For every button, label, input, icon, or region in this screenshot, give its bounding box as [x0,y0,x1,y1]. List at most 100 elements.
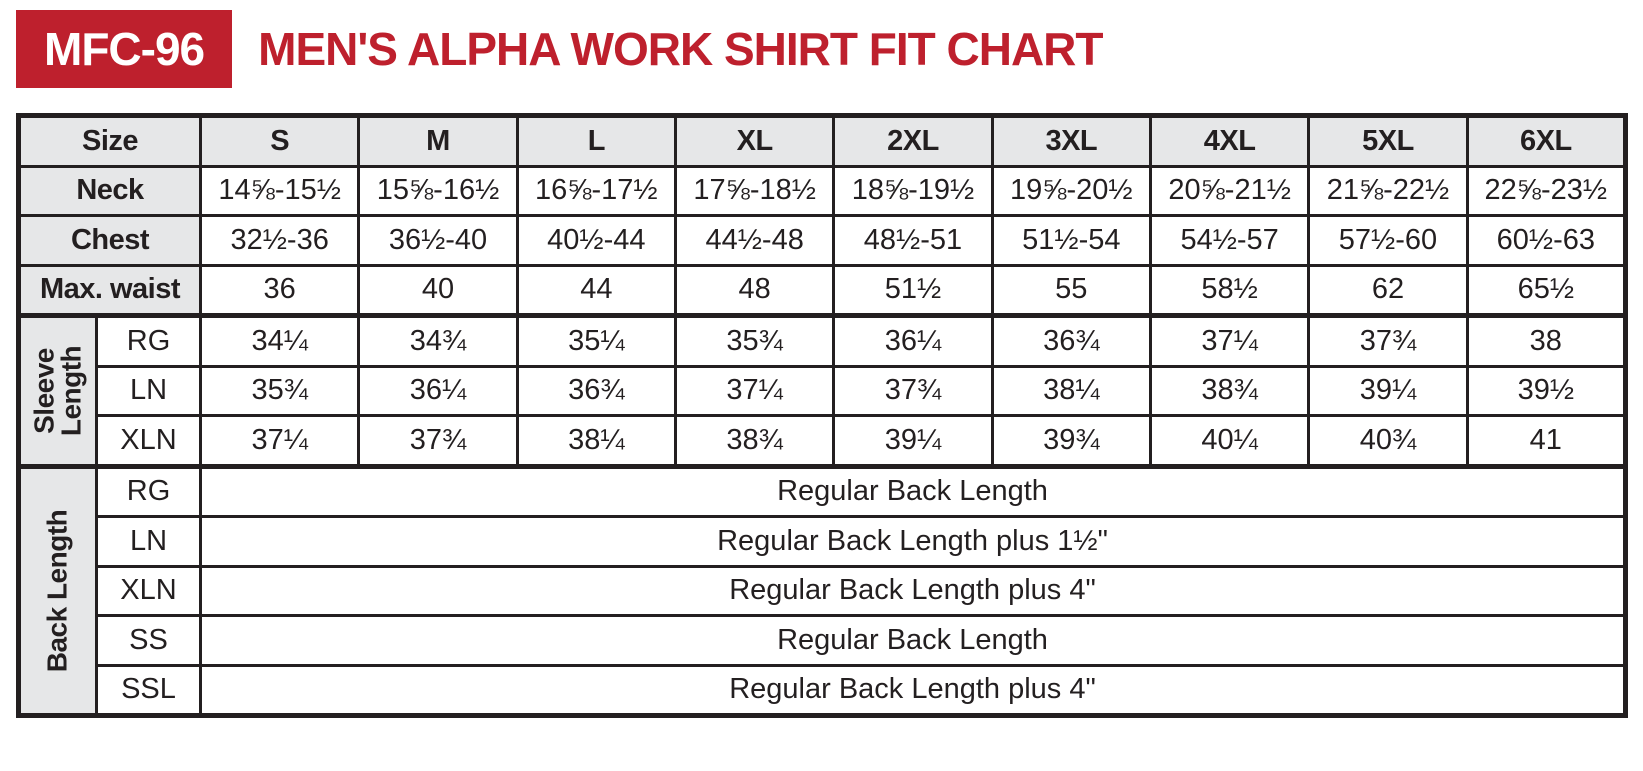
sleeve-ln-value-cell: 38¾ [1148,364,1311,417]
size-col-header-3xl: 3XL [990,114,1152,168]
chest-value-cell: 36½-40 [357,214,519,267]
neck-row-label: Neck [17,164,202,217]
page-title-text: MEN'S ALPHA WORK SHIRT FIT CHART [258,23,1103,75]
chest-value-cell: 44½-48 [673,214,836,267]
max-waist-value-cell: 48 [673,263,836,317]
neck-value-cell: 21⅝-22½ [1307,164,1469,217]
back-xln-row: XLN Regular Back Length plus 4" [19,564,1627,617]
chest-value-cell: 51½-54 [990,214,1152,267]
neck-value-cell: 14⅝-15½ [198,164,361,217]
chest-value-cell: 48½-51 [832,214,994,267]
sleeve-xln-value-cell: 38¼ [515,414,677,468]
chest-value-cell: 57½-60 [1307,214,1469,267]
sleeve-xln-value-cell: 40¼ [1148,414,1311,468]
sleeve-rg-label: RG [95,313,202,368]
sleeve-xln-label: XLN [95,414,202,468]
page-title: MEN'S ALPHA WORK SHIRT FIT CHART [258,10,1103,88]
back-ssl-value-cell: Regular Back Length plus 4" [199,663,1627,717]
size-corner-label: Size [17,114,202,168]
size-col-header-l: L [515,114,677,168]
sleeve-rg-value-cell: 37¾ [1307,313,1469,368]
sleeve-rg-value-cell: 36¼ [832,313,994,368]
size-col-header-5xl: 5XL [1307,114,1469,168]
neck-row: Neck 14⅝-15½ 15⅝-16½ 16⅝-17½ 17⅝-18½ 18⅝… [17,164,1628,217]
max-waist-value-cell: 55 [990,263,1152,317]
sleeve-xln-value-cell: 40¾ [1307,414,1469,468]
chest-row-label: Chest [17,214,202,267]
max-waist-value-cell: 65½ [1465,263,1628,317]
back-rg-label: RG [95,463,202,518]
sleeve-ln-value-cell: 38¼ [990,364,1152,417]
fit-chart-table: Size S M L XL 2XL 3XL 4XL 5XL 6XL Neck 1… [16,113,1628,718]
sleeve-rg-value-cell: 35¾ [673,313,836,368]
back-ss-value-cell: Regular Back Length [199,614,1627,667]
sleeve-rg-value-cell: 34¾ [357,313,519,368]
neck-value-cell: 17⅝-18½ [673,164,836,217]
back-ln-label: LN [95,515,202,568]
sleeve-length-group-label-text: Sleeve Length [28,345,86,436]
size-col-header-4xl: 4XL [1148,114,1311,168]
sleeve-xln-value-cell: 39¾ [990,414,1152,468]
max-waist-value-cell: 51½ [832,263,994,317]
size-col-header-m: M [357,114,519,168]
neck-value-cell: 18⅝-19½ [832,164,994,217]
neck-value-cell: 19⅝-20½ [990,164,1152,217]
size-header-row: Size S M L XL 2XL 3XL 4XL 5XL 6XL [17,114,1628,168]
max-waist-row-label: Max. waist [17,263,202,317]
back-xln-value-cell: Regular Back Length plus 4" [199,564,1627,617]
size-col-header-s: S [198,114,361,168]
sleeve-ln-value-cell: 36¼ [357,364,519,417]
sleeve-rg-value-cell: 34¼ [198,313,361,368]
back-ssl-label: SSL [95,663,202,717]
sleeve-rg-row: Sleeve Length RG 34¼ 34¾ 35¼ 35¾ 36¼ 36¾… [17,313,1628,468]
sleeve-ln-label: LN [95,364,202,417]
max-waist-value-cell: 58½ [1148,263,1311,317]
sleeve-ln-value-cell: 37¾ [832,364,994,417]
back-ssl-row: SSL Regular Back Length plus 4" [19,663,1627,717]
brand-badge: MFC-96 [16,10,233,88]
size-col-header-6xl: 6XL [1465,114,1628,168]
sleeve-xln-value-cell: 37¾ [357,414,519,468]
max-waist-value-cell: 40 [357,263,519,317]
sleeve-rg-value-cell: 36¾ [990,313,1152,368]
back-ln-row: LN Regular Back Length plus 1½" [19,515,1627,568]
chest-value-cell: 60½-63 [1465,214,1628,267]
chest-value-cell: 32½-36 [198,214,361,267]
back-ss-label: SS [95,614,202,667]
sleeve-xln-value-cell: 39¼ [832,414,994,468]
sleeve-ln-row: LN 35¾ 36¼ 36¾ 37¼ 37¾ 38¼ 38¾ 39¼ 39½ [19,364,1628,417]
max-waist-row: Max. waist 36 40 44 48 51½ 55 58½ 62 65½ [17,263,1628,317]
page-header: MFC-96 MEN'S ALPHA WORK SHIRT FIT CHART [16,10,1643,88]
product-code: MFC-96 [44,23,205,75]
chest-row: Chest 32½-36 36½-40 40½-44 44½-48 48½-51… [17,214,1628,267]
sleeve-ln-value-cell: 35¾ [198,364,361,417]
back-length-group-label-text: Back Length [41,509,73,673]
size-col-header-2xl: 2XL [832,114,994,168]
chest-value-cell: 54½-57 [1148,214,1311,267]
back-length-group-label: Back Length [17,463,98,717]
neck-value-cell: 22⅝-23½ [1465,164,1628,217]
neck-value-cell: 16⅝-17½ [515,164,677,217]
max-waist-value-cell: 62 [1307,263,1469,317]
back-rg-value-cell: Regular Back Length [199,463,1627,518]
back-ln-value-cell: Regular Back Length plus 1½" [199,515,1627,568]
back-ss-row: SS Regular Back Length [19,614,1627,667]
back-xln-label: XLN [95,564,202,617]
neck-value-cell: 15⅝-16½ [357,164,519,217]
sleeve-xln-value-cell: 41 [1465,414,1628,468]
sleeve-rg-value-cell: 37¼ [1148,313,1311,368]
size-col-header-xl: XL [673,114,836,168]
max-waist-value-cell: 36 [198,263,361,317]
sleeve-ln-value-cell: 39½ [1465,364,1628,417]
sleeve-xln-row: XLN 37¼ 37¾ 38¼ 38¾ 39¼ 39¾ 40¼ 40¾ 41 [19,414,1628,468]
back-rg-row: Back Length RG Regular Back Length [17,463,1627,717]
sleeve-ln-value-cell: 39¼ [1307,364,1469,417]
max-waist-value-cell: 44 [515,263,677,317]
neck-value-cell: 20⅝-21½ [1148,164,1311,217]
sleeve-rg-value-cell: 35¼ [515,313,677,368]
sleeve-ln-value-cell: 36¾ [515,364,677,417]
chest-value-cell: 40½-44 [515,214,677,267]
sleeve-rg-value-cell: 38 [1465,313,1628,368]
sleeve-length-group-label: Sleeve Length [17,313,98,468]
sleeve-ln-value-cell: 37¼ [673,364,836,417]
